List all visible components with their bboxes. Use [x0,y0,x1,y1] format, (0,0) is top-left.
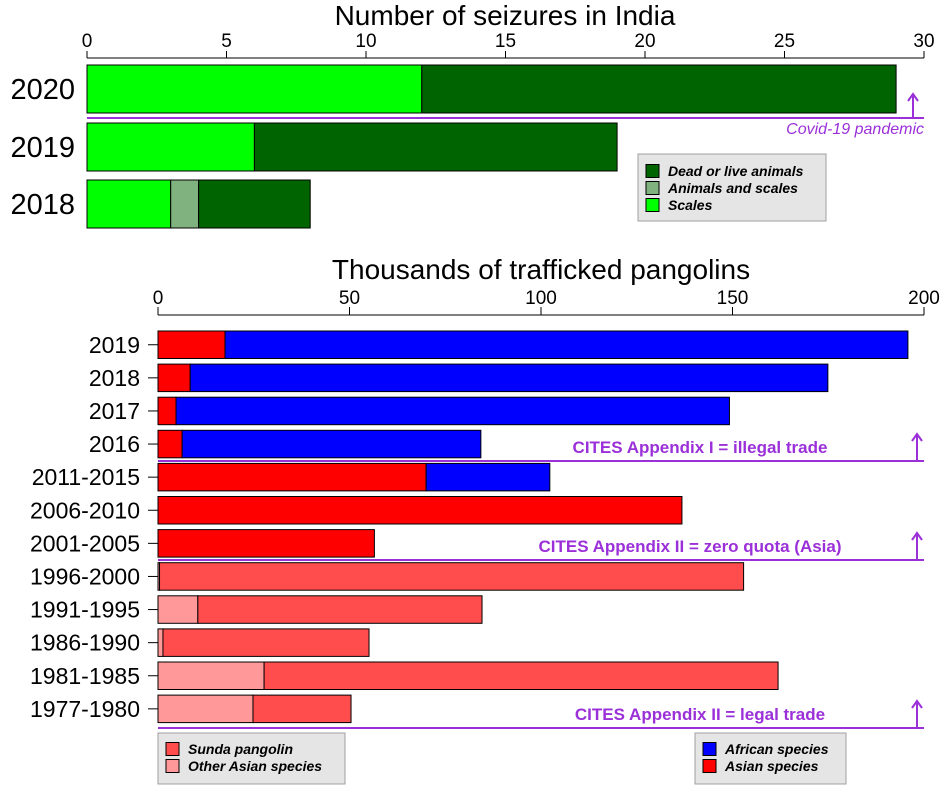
bar-asian-species-2011-2015 [157,462,427,492]
legend-label-sunda-pangolin: Sunda pangolin [188,741,293,757]
bar-african-species-2011-2015 [425,462,551,492]
covid-arrow-head [907,92,919,102]
x-tick-label: 20 [634,31,655,52]
bar-other-asian-species-1977-1980 [157,694,254,724]
legend-swatch-scales [645,198,660,212]
bar-animals-and-scales-2018 [170,179,200,229]
legend-swatch-asian-species [702,759,717,773]
y-label-2011-2015: 2011-2015 [32,464,140,490]
bar-asian-species-2018 [157,363,191,393]
x-tick-label: 10 [355,31,376,52]
bar-asian-species-2016 [157,429,183,459]
x-tick-label: 5 [221,31,232,52]
seizures-y-labels: 2020 2019 2018 [10,74,75,221]
bar-scales-2020 [86,64,423,114]
y-label-1986-1990: 1986-1990 [30,630,140,656]
x-tick-label: 15 [495,31,516,52]
bar-other-asian-species-1986-1990 [157,628,164,657]
legend-swatch-dead-or-live-animals [645,164,660,178]
legend-swatch-animals-and-scales [645,181,660,195]
y-label-2006-2010: 2006-2010 [30,497,140,523]
y-label-2018: 2018 [89,365,140,391]
y-label-1981-1985: 1981-1985 [30,663,140,689]
legend-label-scales: Scales [668,197,713,213]
legend-label-other-asian-species: Other Asian species [188,758,322,774]
bar-sunda-pangolin-1977-1980 [252,694,352,724]
trafficked-chart-title: Thousands of trafficked pangolins [332,254,750,285]
cites-annotations: CITES Appendix I = illegal trade CITES Ap… [158,432,924,729]
seizures-x-axis: 0 5 10 15 20 25 30 [82,31,935,59]
bar-african-species-2019 [224,330,909,359]
seizures-chart-title: Number of seizures in India [335,0,676,31]
trafficked-y-labels: 2019 2018 2017 2016 2011-2015 2006-2010 2001-2… [30,332,158,722]
legend-swatch-sunda-pangolin [165,742,180,756]
legend-label-animals-and-scales: Animals and scales [667,180,798,196]
legend-label-dead-or-live-animals: Dead or live animals [668,163,804,179]
x-tick-label: 30 [913,31,934,52]
x-tick-label: 50 [339,288,360,309]
bar-sunda-pangolin-1991-1995 [197,595,483,624]
y-label-2016: 2016 [89,431,140,457]
bar-sunda-pangolin-1986-1990 [162,628,370,657]
y-label-2018: 2018 [10,189,75,221]
bar-dead-or-live-animals-2020 [421,64,897,114]
seizures-bars [86,64,897,229]
trafficked-bars [157,330,909,724]
y-label-2020: 2020 [10,74,75,106]
bar-other-asian-species-1991-1995 [157,595,199,624]
bar-dead-or-live-animals-2019 [253,122,618,172]
x-tick-label: 150 [717,288,749,309]
legend-label-asian-species: Asian species [724,758,819,774]
cites-arrow-head [911,699,923,709]
legend-label-african-species: African species [724,741,829,757]
bar-african-species-2016 [181,429,482,459]
legend-box [157,732,346,785]
y-label-2017: 2017 [89,398,140,424]
bar-asian-species-2017 [157,396,177,426]
bar-scales-2019 [86,122,255,172]
cites-arrow-head [911,531,923,541]
y-label-2001-2005: 2001-2005 [30,530,140,556]
trafficked-chart: Thousands of trafficked pangolins 0 50 100… [30,254,940,785]
cites-annotation-label: CITES Appendix II = legal trade [575,705,825,724]
bar-scales-2018 [86,179,172,229]
y-label-1991-1995: 1991-1995 [30,597,140,623]
bar-dead-or-live-animals-2018 [198,179,311,229]
covid-annotation: Covid-19 pandemic [87,92,924,138]
cites-arrow-head [911,432,923,442]
legend-swatch-african-species [702,742,717,756]
y-label-2019: 2019 [10,132,75,164]
trafficked-x-axis: 0 50 100 150 200 [153,288,940,316]
legend-box [694,732,847,785]
bar-asian-species-2006-2010 [157,496,683,525]
covid-annotation-label: Covid-19 pandemic [786,121,924,138]
legend-swatch-other-asian-species [165,759,180,773]
x-tick-label: 25 [774,31,795,52]
y-label-2019: 2019 [89,332,140,358]
bar-sunda-pangolin-1996-2000 [159,562,745,591]
x-tick-label: 0 [153,288,164,309]
bar-asian-species-2019 [157,330,226,359]
bar-other-asian-species-1981-1985 [157,661,265,690]
bar-african-species-2018 [189,363,829,393]
y-label-1996-2000: 1996-2000 [30,563,140,589]
y-label-1977-1980: 1977-1980 [30,696,140,722]
x-tick-label: 100 [525,288,557,309]
seizures-chart: Number of seizures in India 0 5 10 15 20 25 30… [10,0,935,229]
x-tick-label: 200 [908,288,940,309]
bar-sunda-pangolin-1981-1985 [263,661,779,690]
bar-african-species-2017 [175,396,730,426]
bar-asian-species-2001-2005 [157,529,375,558]
cites-annotation-label: CITES Appendix II = zero quota (Asia) [538,537,841,556]
cites-annotation-label: CITES Appendix I = illegal trade [573,438,828,457]
legend-box [637,153,827,222]
x-tick-label: 0 [82,31,93,52]
